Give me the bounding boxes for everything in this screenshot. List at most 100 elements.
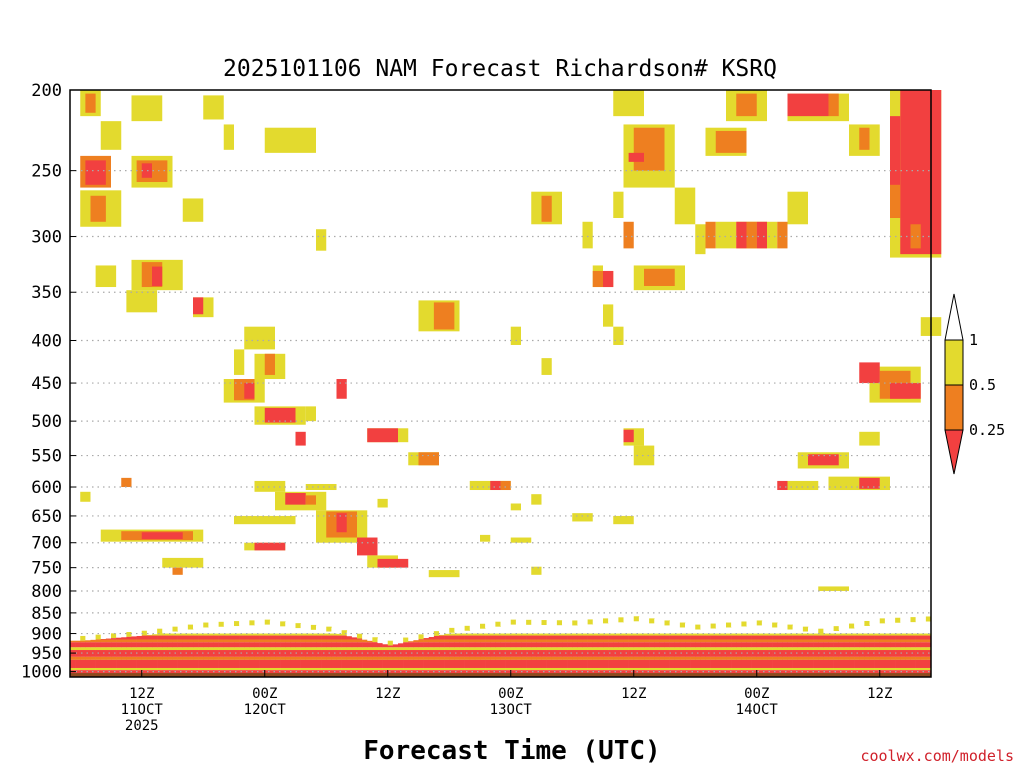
boundary-layer-band [500, 656, 506, 660]
boundary-layer-band [459, 633, 465, 636]
boundary-layer-band [234, 635, 240, 640]
boundary-layer-edge [392, 639, 399, 645]
boundary-layer-band [874, 667, 881, 671]
boundary-layer-band [674, 656, 681, 660]
boundary-layer-band [567, 639, 573, 643]
boundary-layer-band [187, 642, 194, 648]
boundary-layer-edge [157, 628, 163, 634]
boundary-layer-edge [490, 622, 496, 628]
boundary-layer-band [70, 640, 76, 643]
x-tick-label: 13OCT [490, 702, 533, 718]
boundary-layer-band [500, 633, 506, 636]
boundary-layer-band [900, 633, 906, 636]
boundary-layer-edge [326, 626, 332, 632]
boundary-layer-band [756, 639, 763, 643]
boundary-layer-band [336, 639, 342, 643]
boundary-layer-band [592, 650, 599, 657]
y-tick-label: 1000 [21, 663, 62, 683]
boundary-layer-edge [546, 620, 553, 626]
boundary-layer-band [398, 647, 404, 651]
boundary-layer-band [823, 639, 829, 643]
boundary-layer-band [720, 647, 727, 651]
boundary-layer-band [413, 656, 419, 660]
boundary-layer-band [731, 642, 737, 648]
boundary-layer-band [423, 639, 430, 643]
boundary-layer-band [116, 639, 122, 643]
boundary-layer-band [213, 635, 219, 640]
boundary-layer-band [628, 642, 635, 648]
boundary-layer-band [710, 659, 717, 668]
boundary-layer-band [285, 635, 291, 640]
boundary-layer-band [828, 635, 834, 640]
boundary-layer-band [900, 635, 906, 640]
boundary-layer-band [218, 650, 225, 657]
boundary-layer-band [720, 656, 727, 660]
boundary-layer-edge [218, 621, 225, 627]
boundary-layer-edge [182, 625, 189, 631]
boundary-layer-band [869, 670, 875, 674]
boundary-layer-band [526, 670, 532, 674]
boundary-layer-band [275, 635, 281, 640]
boundary-layer-band [884, 633, 891, 636]
boundary-layer-band [254, 667, 260, 671]
boundary-layer-band [474, 656, 481, 660]
boundary-layer-band [818, 670, 824, 674]
boundary-layer-band [182, 633, 189, 636]
boundary-layer-band [797, 647, 804, 651]
boundary-layer-band [649, 656, 655, 660]
boundary-layer-band [761, 639, 768, 643]
ri-cell-high [264, 127, 316, 153]
boundary-layer-band [772, 639, 778, 643]
boundary-layer-band [244, 647, 250, 651]
boundary-layer-band [823, 656, 829, 660]
boundary-layer-band [864, 656, 870, 660]
boundary-layer-band [813, 635, 819, 640]
boundary-layer-band [300, 650, 307, 657]
boundary-layer-band [623, 667, 629, 671]
boundary-layer-edge [126, 632, 132, 637]
boundary-layer-edge [767, 621, 773, 627]
boundary-layer-band [500, 667, 506, 671]
boundary-layer-band [331, 656, 337, 660]
boundary-layer-band [351, 647, 358, 651]
boundary-layer-band [787, 659, 793, 668]
boundary-layer-band [305, 639, 312, 643]
boundary-layer-band [669, 650, 676, 657]
ri-cell-high [603, 304, 614, 327]
boundary-layer-band [797, 642, 804, 648]
ri-cell-high [305, 406, 316, 422]
ri-cell-low [628, 152, 644, 162]
boundary-layer-band [884, 635, 891, 640]
boundary-layer-band [890, 642, 896, 648]
boundary-layer-band [838, 633, 845, 636]
boundary-layer-band [731, 659, 737, 668]
boundary-layer-band [367, 642, 373, 648]
boundary-layer-band [618, 667, 624, 671]
boundary-layer-band [797, 667, 804, 671]
ri-cell-low [859, 362, 880, 384]
boundary-layer-band [890, 659, 896, 668]
boundary-layer-band [495, 633, 501, 636]
boundary-layer-band [203, 635, 209, 640]
boundary-layer-band [249, 633, 255, 636]
boundary-layer-band [644, 659, 650, 668]
boundary-layer-edge [357, 633, 363, 639]
boundary-layer-edge [223, 621, 230, 627]
boundary-layer-band [572, 633, 578, 636]
ri-cell-mid [433, 302, 455, 330]
legend-swatch-0.25-0.5 [944, 384, 964, 431]
boundary-layer-band [761, 656, 768, 660]
boundary-layer-band [910, 670, 916, 674]
boundary-layer-band [141, 639, 148, 643]
boundary-layer-band [746, 639, 752, 643]
boundary-layer-band [70, 667, 76, 671]
boundary-layer-band [515, 659, 522, 668]
boundary-layer-band [254, 642, 260, 648]
boundary-layer-edge [879, 618, 886, 624]
boundary-layer-edge [116, 632, 122, 638]
ri-cell-high [80, 491, 91, 502]
boundary-layer-band [172, 656, 178, 660]
ri-cell-high [254, 480, 286, 492]
boundary-layer-band [720, 667, 727, 671]
boundary-layer-band [418, 639, 424, 643]
